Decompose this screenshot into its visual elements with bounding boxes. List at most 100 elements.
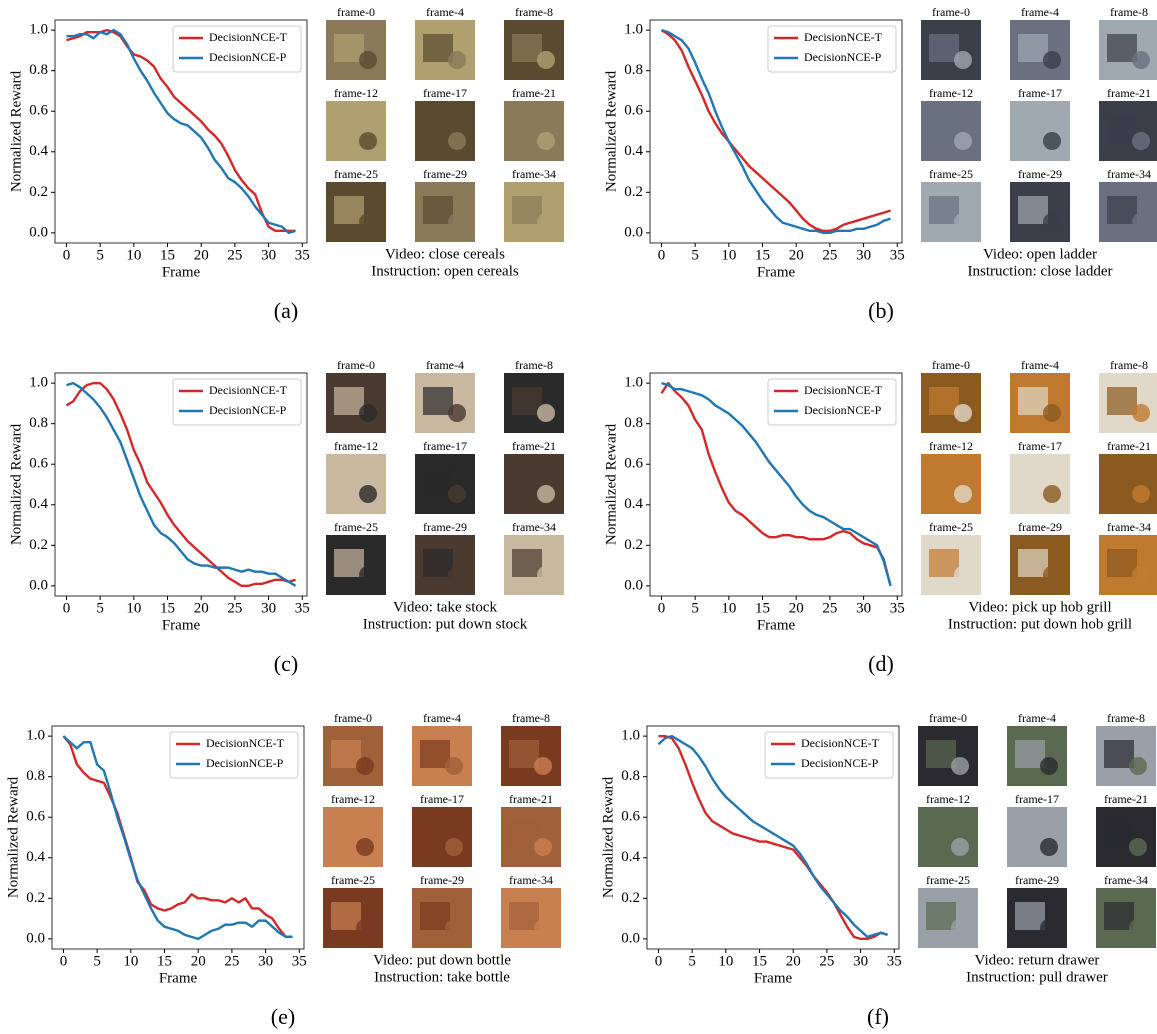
frame-label: frame-4: [1021, 358, 1059, 372]
thumbnail-detail: [356, 757, 374, 775]
y-tick-label: 0.8: [29, 415, 48, 431]
thumbnail-detail: [534, 919, 552, 937]
frame-label: frame-29: [423, 520, 467, 534]
thumbnail-detail: [951, 919, 969, 937]
x-axis-label: Frame: [757, 264, 796, 280]
frame-label: frame-8: [1107, 711, 1145, 725]
panel-label: (e): [271, 1004, 295, 1029]
thumbnail-detail: [1043, 404, 1061, 422]
legend-label: DecisionNCE-T: [804, 383, 883, 397]
y-tick-label: 0.4: [29, 496, 48, 512]
x-tick-label: 30: [856, 247, 871, 263]
frame-label: frame-17: [423, 439, 467, 453]
thumbnail-detail: [534, 757, 552, 775]
y-tick-label: 0.6: [621, 809, 640, 825]
y-tick-label: 0.8: [29, 62, 48, 78]
legend-label: DecisionNCE-T: [804, 30, 883, 44]
legend-label: DecisionNCE-P: [209, 50, 287, 64]
x-tick-label: 35: [887, 953, 902, 969]
frame-label: frame-34: [509, 873, 553, 887]
y-tick-label: 0.4: [26, 849, 45, 865]
thumbnail-detail: [1043, 51, 1061, 69]
frame-label: frame-29: [423, 167, 467, 181]
x-axis-label: Frame: [162, 617, 201, 633]
thumbnail-detail: [954, 566, 972, 584]
legend-label: DecisionNCE-T: [801, 736, 880, 750]
x-tick-label: 25: [822, 600, 837, 616]
panel-label: (d): [868, 651, 894, 676]
instruction-caption: Instruction: put down stock: [363, 616, 528, 632]
frame-label: frame-8: [1110, 358, 1148, 372]
frame-label: frame-8: [515, 5, 553, 19]
thumbnail-detail: [356, 919, 374, 937]
x-tick-label: 5: [688, 953, 696, 969]
x-axis-label: Frame: [159, 970, 198, 986]
y-tick-label: 0.2: [624, 184, 643, 200]
frame-label: frame-29: [1018, 520, 1062, 534]
x-tick-label: 15: [160, 247, 175, 263]
x-tick-label: 20: [789, 600, 804, 616]
thumbnail-detail: [1132, 566, 1150, 584]
y-tick-label: 1.0: [624, 375, 643, 391]
y-tick-label: 0.2: [29, 184, 48, 200]
x-tick-label: 10: [721, 247, 736, 263]
x-tick-label: 15: [755, 600, 770, 616]
frame-label: frame-25: [929, 520, 973, 534]
x-tick-label: 25: [227, 247, 242, 263]
y-tick-label: 1.0: [29, 375, 48, 391]
frame-label: frame-29: [1015, 873, 1059, 887]
frame-label: frame-4: [1018, 711, 1056, 725]
frame-label: frame-25: [929, 167, 973, 181]
x-tick-label: 25: [224, 953, 239, 969]
thumbnail-detail: [445, 838, 463, 856]
frame-label: frame-12: [926, 792, 970, 806]
thumbnail-detail: [359, 132, 377, 150]
frame-label: frame-34: [512, 520, 556, 534]
x-tick-label: 5: [93, 953, 101, 969]
frame-label: frame-0: [932, 5, 970, 19]
y-tick-label: 1.0: [26, 728, 45, 744]
frame-label: frame-21: [512, 86, 556, 100]
x-tick-label: 15: [752, 953, 767, 969]
thumbnail-detail: [1132, 213, 1150, 231]
y-axis-label: Normalized Reward: [5, 776, 21, 898]
thumbnail-detail: [951, 838, 969, 856]
legend-label: DecisionNCE-P: [209, 403, 287, 417]
x-tick-label: 10: [126, 600, 141, 616]
panel-label: (c): [274, 651, 298, 676]
frame-label: frame-17: [423, 86, 467, 100]
y-tick-label: 0.2: [621, 890, 640, 906]
legend-label: DecisionNCE-P: [804, 50, 882, 64]
x-axis-label: Frame: [162, 264, 201, 280]
frame-label: frame-17: [1018, 86, 1062, 100]
thumbnail-detail: [356, 838, 374, 856]
instruction-caption: Instruction: take bottle: [374, 969, 510, 985]
thumbnail-detail: [1132, 485, 1150, 503]
thumbnail-detail: [1040, 838, 1058, 856]
y-tick-label: 0.8: [624, 415, 643, 431]
y-tick-label: 0.8: [621, 768, 640, 784]
y-tick-label: 0.8: [26, 768, 45, 784]
thumbnail-detail: [537, 132, 555, 150]
x-axis-label: Frame: [757, 617, 796, 633]
frame-label: frame-34: [1107, 167, 1151, 181]
y-tick-label: 1.0: [621, 728, 640, 744]
thumbnail-detail: [448, 132, 466, 150]
x-tick-label: 15: [755, 247, 770, 263]
thumbnail-detail: [448, 213, 466, 231]
legend-label: DecisionNCE-P: [206, 756, 284, 770]
frame-label: frame-12: [929, 86, 973, 100]
y-tick-label: 0.0: [624, 577, 643, 593]
x-tick-label: 5: [96, 247, 104, 263]
thumbnail-detail: [1043, 485, 1061, 503]
y-tick-label: 0.6: [29, 103, 48, 119]
panel: 051015202530350.00.20.40.60.81.0FrameNor…: [600, 711, 1156, 1029]
thumbnail-detail: [448, 485, 466, 503]
thumbnail-detail: [954, 404, 972, 422]
frame-label: frame-25: [334, 520, 378, 534]
x-tick-label: 5: [691, 247, 699, 263]
thumbnail-detail: [448, 566, 466, 584]
frame-label: frame-29: [420, 873, 464, 887]
